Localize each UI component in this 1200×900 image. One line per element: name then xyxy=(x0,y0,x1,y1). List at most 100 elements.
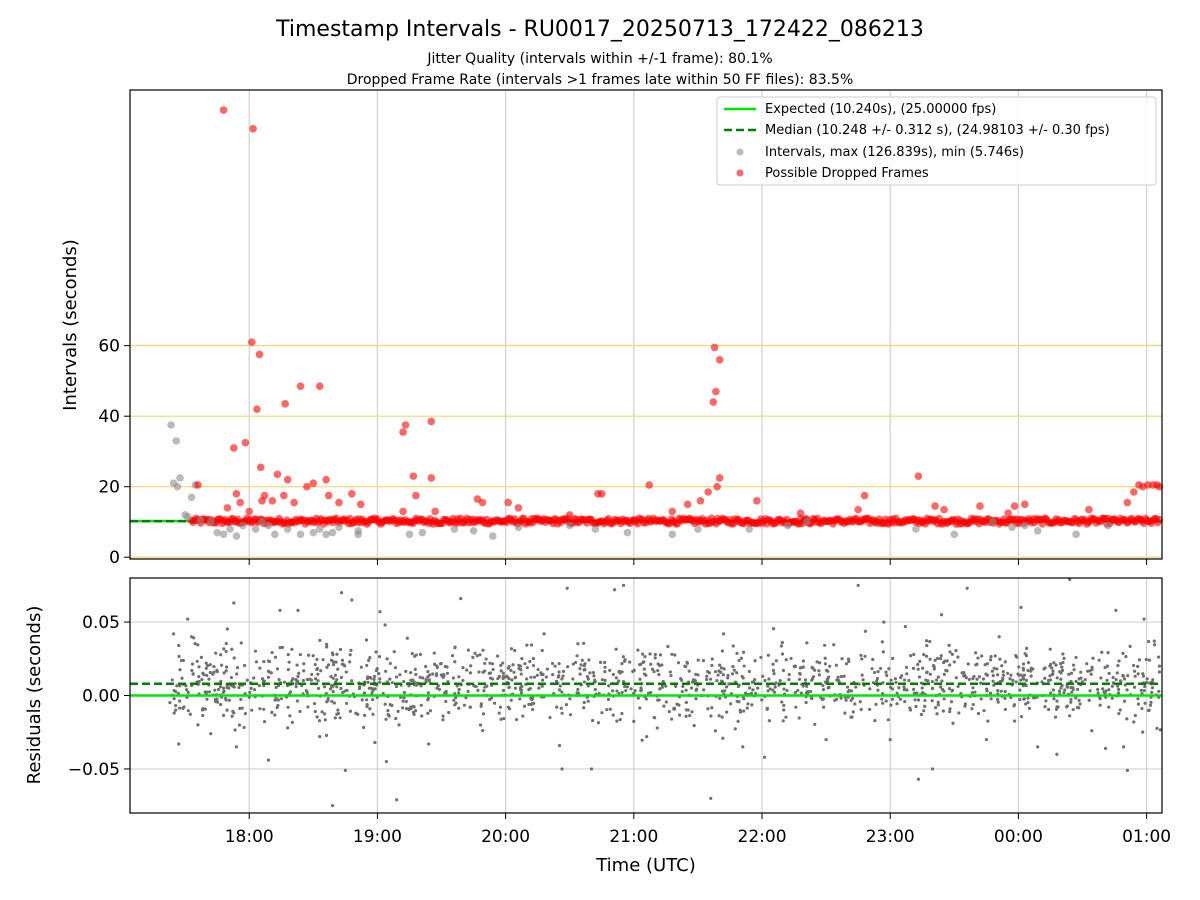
residual-point xyxy=(461,666,465,670)
residual-point xyxy=(1074,655,1078,660)
residual-point xyxy=(603,665,607,669)
residual-point xyxy=(939,613,944,617)
residual-point xyxy=(1121,651,1125,655)
residual-point xyxy=(942,672,946,676)
residual-point xyxy=(759,655,763,659)
residual-point xyxy=(716,673,720,677)
residual-point xyxy=(684,664,688,669)
residual-point xyxy=(600,678,604,682)
residual-point xyxy=(722,667,726,671)
residual-point xyxy=(952,660,956,664)
dropped-frame-point xyxy=(704,488,712,496)
residual-point xyxy=(1133,674,1137,678)
residual-point xyxy=(218,685,223,689)
residual-point xyxy=(186,709,190,713)
residual-point xyxy=(658,663,662,668)
residual-point xyxy=(726,676,730,680)
residual-point xyxy=(992,666,996,670)
residual-point xyxy=(1089,672,1093,676)
interval-point xyxy=(251,525,260,533)
x-tick-label: 23:00 xyxy=(866,827,915,847)
residual-point xyxy=(274,685,278,690)
residual-point xyxy=(690,680,695,684)
residual-point xyxy=(481,728,485,733)
residual-point xyxy=(188,712,192,716)
residual-point xyxy=(325,665,329,669)
residual-point xyxy=(762,755,767,759)
residual-point xyxy=(615,689,619,693)
residual-point xyxy=(938,657,943,661)
residual-point xyxy=(935,656,940,661)
residual-point xyxy=(227,698,232,702)
residual-point xyxy=(854,685,858,689)
residual-point xyxy=(890,687,895,691)
residual-point xyxy=(863,654,867,658)
residual-point xyxy=(1096,687,1100,692)
residual-point xyxy=(935,712,939,716)
residual-point xyxy=(960,671,964,675)
residual-point xyxy=(518,664,523,668)
dropped-frame-point xyxy=(296,382,305,391)
residual-point xyxy=(381,691,385,696)
residual-point xyxy=(884,699,888,703)
residual-point xyxy=(991,679,995,683)
residual-point xyxy=(216,687,221,692)
residual-point xyxy=(1077,677,1081,681)
residual-point xyxy=(224,665,229,669)
residual-point xyxy=(843,711,847,715)
residual-point xyxy=(520,656,524,661)
residual-point xyxy=(713,670,718,674)
dropped-frame-point xyxy=(273,470,282,479)
residual-point xyxy=(1012,704,1016,708)
residual-point xyxy=(1006,671,1010,675)
residual-point xyxy=(1136,702,1141,706)
residual-point xyxy=(1071,687,1075,691)
residual-point xyxy=(956,684,960,689)
residual-point xyxy=(365,676,370,681)
residual-point xyxy=(887,667,891,671)
residual-point xyxy=(787,677,791,682)
residual-point xyxy=(988,691,993,695)
residual-point xyxy=(394,684,399,689)
residual-point xyxy=(771,688,775,692)
residual-point xyxy=(266,675,271,679)
dropped-frame-point xyxy=(796,509,805,517)
residual-point xyxy=(737,683,741,687)
residual-point xyxy=(401,699,405,703)
residual-point xyxy=(1079,670,1083,674)
residual-point xyxy=(544,675,548,679)
residual-point xyxy=(914,704,918,709)
residual-point xyxy=(207,677,211,681)
residual-point xyxy=(719,666,724,670)
residual-point xyxy=(437,687,442,692)
residual-point xyxy=(427,678,431,682)
residuals-x-ticks: 18:00 19:00 20:00 21:00 22:00 23:00 00:00 01:00 xyxy=(225,813,1171,847)
residual-point xyxy=(1019,678,1023,682)
residual-point xyxy=(369,676,373,680)
residual-point xyxy=(313,709,317,714)
residual-point xyxy=(523,662,527,666)
legend-dropped-label: Possible Dropped Frames xyxy=(765,166,929,181)
interval-point xyxy=(187,493,196,502)
residual-point xyxy=(996,688,1000,693)
residual-point xyxy=(339,675,343,680)
residual-point xyxy=(1132,685,1137,689)
residual-point xyxy=(484,657,488,661)
residual-point xyxy=(252,688,257,692)
dropped-frame-point xyxy=(976,502,984,510)
residual-point xyxy=(681,684,685,688)
residual-point xyxy=(858,700,862,704)
dropped-frame-point xyxy=(309,479,318,487)
interval-point xyxy=(1033,526,1042,535)
residual-point xyxy=(1065,684,1069,688)
residual-point xyxy=(662,704,666,708)
residual-point xyxy=(443,664,447,669)
residual-point xyxy=(199,655,203,659)
residual-point xyxy=(329,674,333,679)
residual-point xyxy=(278,608,282,612)
residual-point xyxy=(560,767,564,771)
residual-point xyxy=(1043,676,1047,680)
residual-point xyxy=(568,713,573,717)
residual-point xyxy=(457,706,461,710)
residual-point xyxy=(332,701,336,705)
